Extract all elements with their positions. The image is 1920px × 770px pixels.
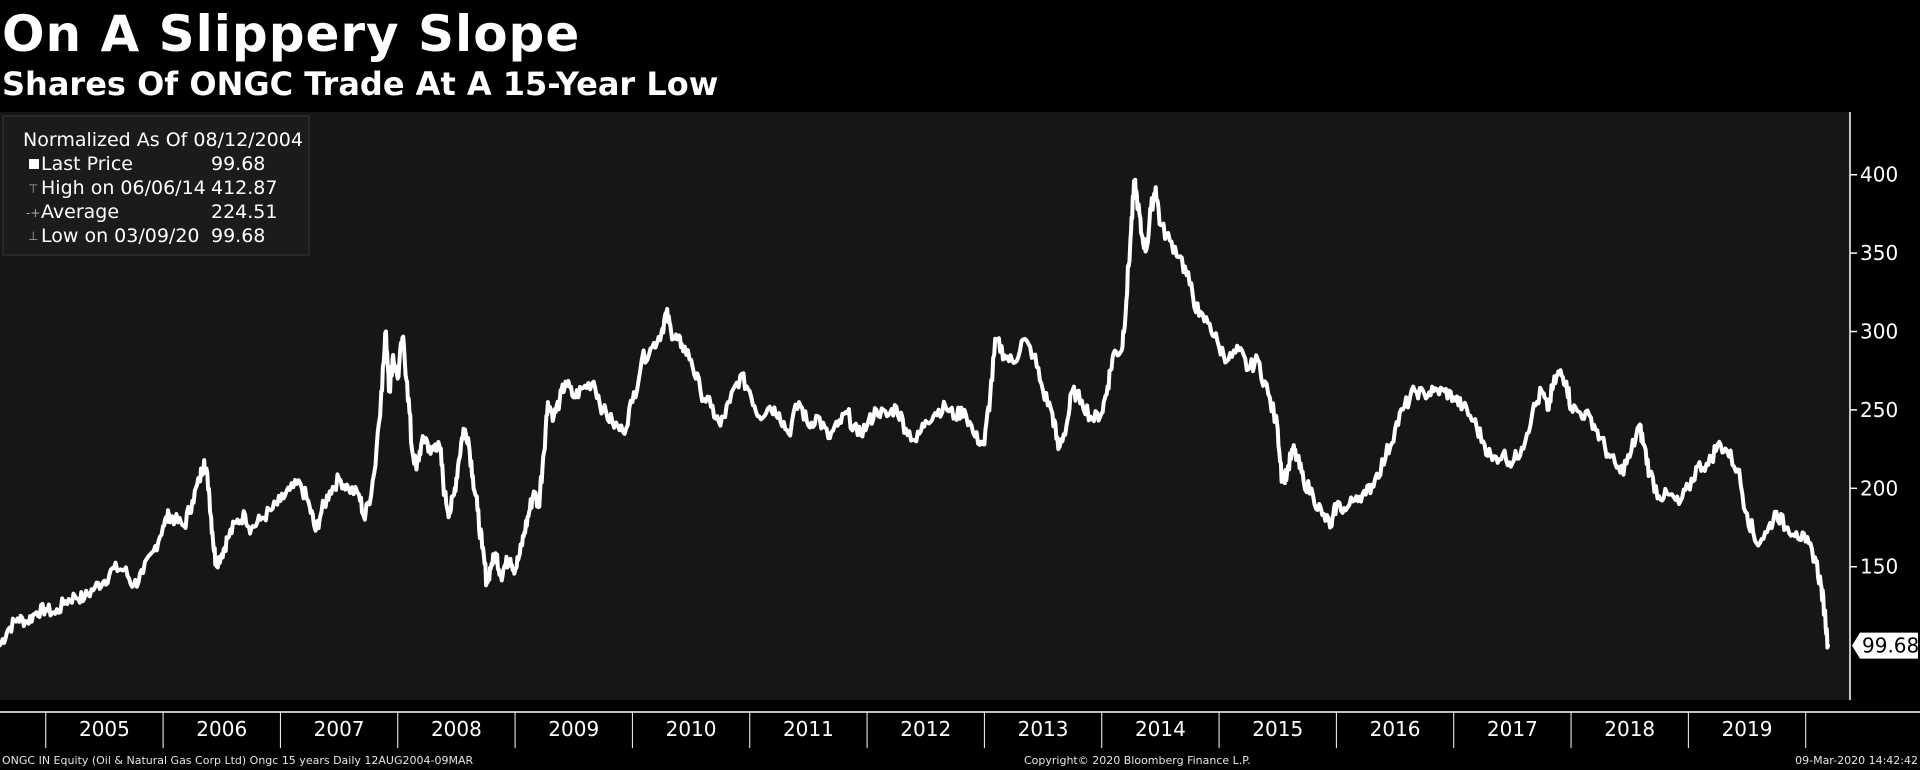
y-tick-label: 200 xyxy=(1860,476,1898,500)
footer-copyright: Copyright© 2020 Bloomberg Finance L.P. xyxy=(1024,754,1251,767)
x-tick-label: 2008 xyxy=(431,717,482,741)
x-tick-label: 2018 xyxy=(1604,717,1655,741)
legend-label-low: Low on 03/09/20 xyxy=(41,225,200,247)
legend: Normalized As Of 08/12/2004 Last Price 9… xyxy=(2,115,310,256)
last-price-label: 99.68 xyxy=(1852,632,1919,659)
x-tick-label: 2005 xyxy=(79,717,130,741)
legend-label-high: High on 06/06/14 xyxy=(41,177,206,199)
legend-average-marker: -+ xyxy=(26,206,40,220)
legend-value-last-price: 99.68 xyxy=(211,153,265,175)
y-tick-label: 150 xyxy=(1860,555,1898,579)
legend-label-last-price: Last Price xyxy=(41,153,133,175)
chart-title: On A Slippery Slope xyxy=(2,5,581,63)
footer-timestamp: 09-Mar-2020 14:42:42 xyxy=(1795,754,1918,767)
x-tick-label: 2014 xyxy=(1135,717,1186,741)
y-tick-label: 350 xyxy=(1860,241,1898,265)
x-tick-label: 2013 xyxy=(1018,717,1069,741)
x-tick-label: 2012 xyxy=(900,717,951,741)
legend-high-marker: ⊤ xyxy=(28,182,38,196)
legend-label-average: Average xyxy=(41,201,119,223)
x-tick-label: 2015 xyxy=(1252,717,1303,741)
y-tick-label: 250 xyxy=(1860,398,1898,422)
chart-subtitle: Shares Of ONGC Trade At A 15-Year Low xyxy=(2,65,719,103)
legend-low-marker: ⊥ xyxy=(28,229,38,243)
price-series-line xyxy=(0,177,1830,650)
y-tick-label: 300 xyxy=(1860,320,1898,344)
x-tick-label: 2016 xyxy=(1370,717,1421,741)
x-axis: 2005 2006 2007 2008 2009 2010 2011 2012 2013 2014… xyxy=(0,711,1920,748)
legend-box xyxy=(2,115,310,256)
x-tick-label: 2011 xyxy=(783,717,834,741)
x-tick-label: 2017 xyxy=(1487,717,1538,741)
y-axis: 150 200 250 300 350 400 xyxy=(1849,112,1898,700)
last-price-label-box xyxy=(1852,632,1918,659)
x-tick-label: 2019 xyxy=(1722,717,1773,741)
x-tick-label: 2006 xyxy=(196,717,247,741)
last-price-label-text: 99.68 xyxy=(1862,634,1919,658)
legend-value-low: 99.68 xyxy=(211,225,265,247)
legend-value-average: 224.51 xyxy=(211,201,277,223)
x-tick-label: 2010 xyxy=(666,717,717,741)
legend-last-price-marker xyxy=(29,159,39,169)
legend-header: Normalized As Of 08/12/2004 xyxy=(23,129,303,151)
x-tick-label: 2009 xyxy=(548,717,599,741)
x-tick-label: 2007 xyxy=(314,717,365,741)
legend-value-high: 412.87 xyxy=(211,177,277,199)
y-tick-label: 400 xyxy=(1860,163,1898,187)
footer-security-description: ONGC IN Equity (Oil & Natural Gas Corp L… xyxy=(2,754,474,767)
